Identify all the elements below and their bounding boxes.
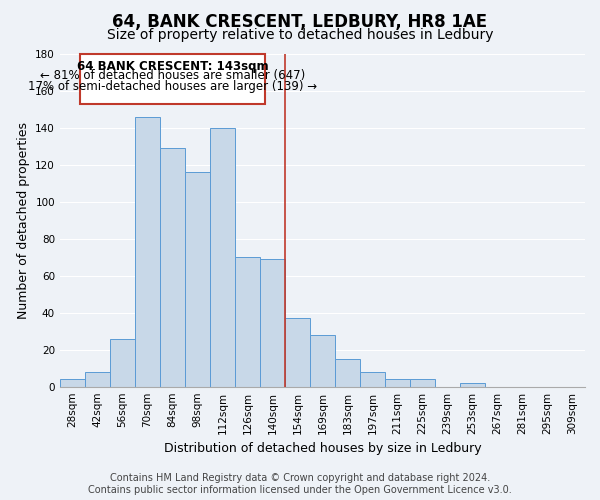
Bar <box>185 172 210 386</box>
Y-axis label: Number of detached properties: Number of detached properties <box>17 122 30 319</box>
Bar <box>110 338 135 386</box>
Text: 17% of semi-detached houses are larger (139) →: 17% of semi-detached houses are larger (… <box>28 80 317 93</box>
Bar <box>85 372 110 386</box>
Bar <box>410 380 435 386</box>
Bar <box>360 372 385 386</box>
Bar <box>235 258 260 386</box>
Bar <box>460 383 485 386</box>
Text: Size of property relative to detached houses in Ledbury: Size of property relative to detached ho… <box>107 28 493 42</box>
Bar <box>285 318 310 386</box>
Text: 64, BANK CRESCENT, LEDBURY, HR8 1AE: 64, BANK CRESCENT, LEDBURY, HR8 1AE <box>112 12 488 30</box>
X-axis label: Distribution of detached houses by size in Ledbury: Distribution of detached houses by size … <box>164 442 481 455</box>
Text: ← 81% of detached houses are smaller (647): ← 81% of detached houses are smaller (64… <box>40 69 305 82</box>
Bar <box>60 380 85 386</box>
Bar <box>310 335 335 386</box>
FancyBboxPatch shape <box>80 54 265 104</box>
Text: 64 BANK CRESCENT: 143sqm: 64 BANK CRESCENT: 143sqm <box>77 60 268 72</box>
Text: Contains HM Land Registry data © Crown copyright and database right 2024.
Contai: Contains HM Land Registry data © Crown c… <box>88 474 512 495</box>
Bar <box>335 359 360 386</box>
Bar <box>385 380 410 386</box>
Bar <box>210 128 235 386</box>
Bar <box>160 148 185 386</box>
Bar <box>260 259 285 386</box>
Bar <box>135 117 160 386</box>
